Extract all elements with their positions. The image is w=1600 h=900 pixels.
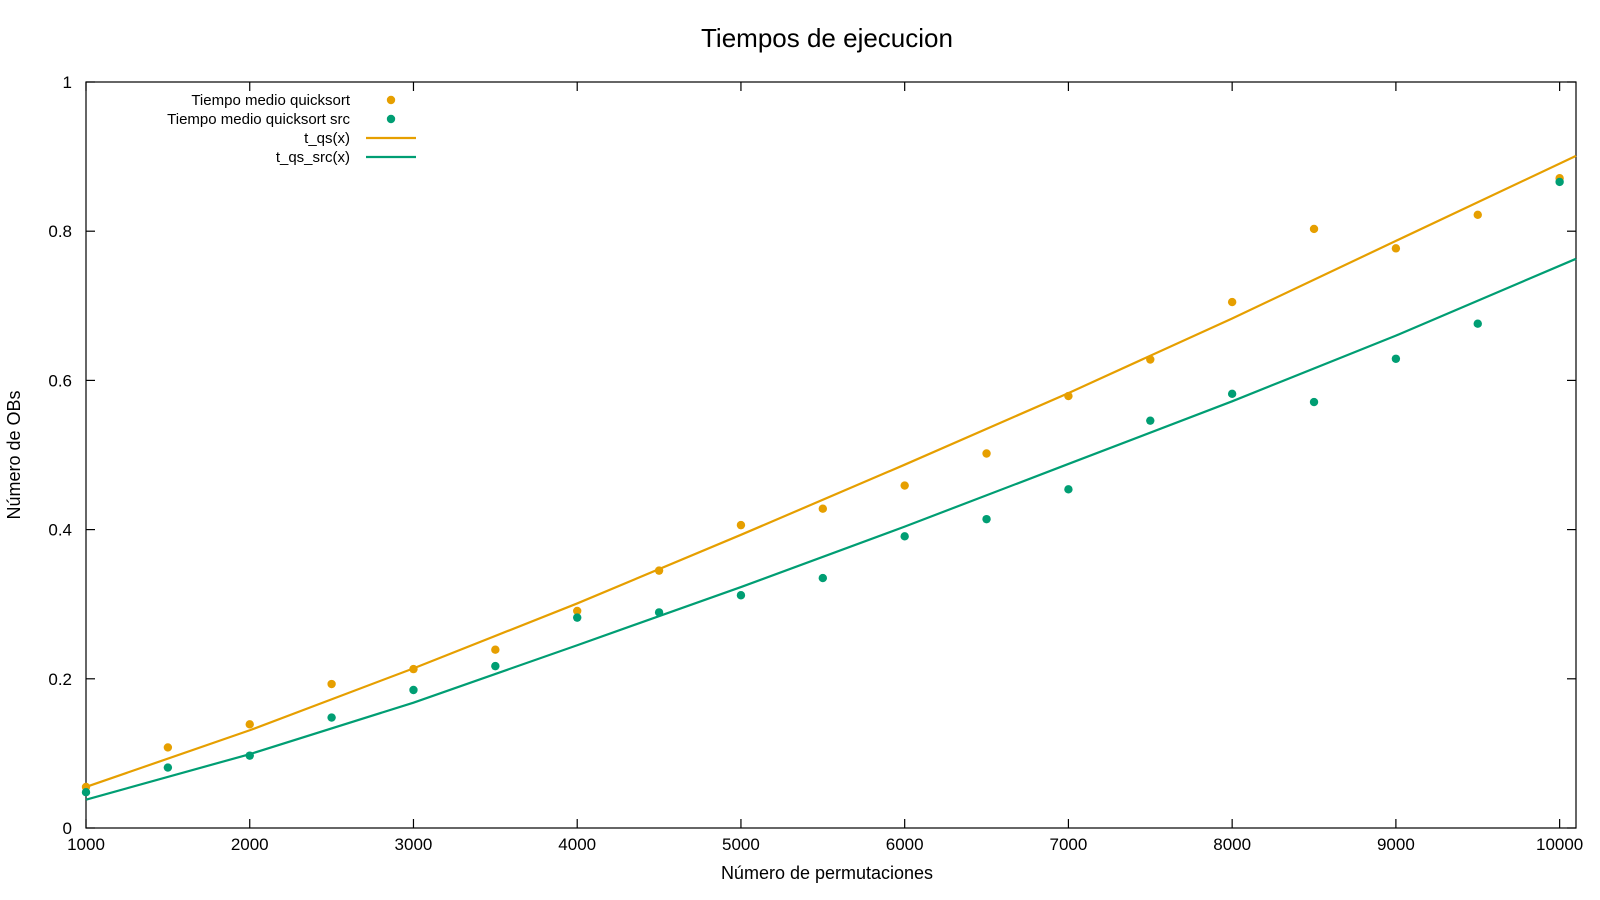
y-tick-label: 0.4 [48, 521, 72, 540]
data-point [1555, 177, 1564, 187]
data-point [163, 763, 173, 772]
data-point [982, 449, 991, 458]
data-point [736, 520, 746, 530]
data-point [736, 591, 746, 600]
data-point [491, 645, 500, 654]
data-point [1391, 244, 1401, 253]
data-point [327, 713, 336, 722]
data-point [900, 481, 909, 490]
y-tick-label: 0.8 [48, 222, 72, 241]
legend-label: Tiempo medio quicksort src [167, 111, 350, 128]
data-point [1064, 485, 1073, 494]
plot-frame [85, 81, 1577, 829]
y-tick-label: 1 [63, 73, 72, 92]
data-point [81, 787, 91, 797]
x-axis-label: Número de permutaciones [721, 863, 933, 883]
data-point [1309, 224, 1319, 234]
series-line [85, 154, 1577, 789]
data-point [818, 573, 828, 583]
x-tick-label: 6000 [886, 835, 924, 854]
data-point [900, 532, 909, 541]
data-point [491, 661, 500, 671]
x-tick-label: 1000 [67, 835, 105, 854]
data-point [1146, 416, 1155, 425]
y-tick-label: 0.2 [48, 670, 72, 689]
data-point [1227, 389, 1237, 399]
legend-point-swatch [386, 95, 396, 105]
legend-item: Tiempo medio quicksort src [167, 111, 396, 128]
x-tick-label: 7000 [1050, 835, 1088, 854]
axes: 1000 2000 3000 4000 5000 6000 7000 8000 9000 1000… [48, 73, 1583, 854]
legend-item: t_qs(x) [304, 130, 416, 147]
y-axis-label: Número de OBs [4, 390, 24, 519]
series-3 [85, 154, 1577, 789]
legend-item: Tiempo medio quicksort [191, 92, 396, 109]
legend-label: t_qs(x) [304, 130, 350, 147]
series-4 [85, 257, 1577, 801]
data-point [1391, 354, 1401, 363]
data-point [818, 504, 828, 513]
data-point [573, 606, 582, 616]
legend-label: t_qs_src(x) [276, 149, 350, 166]
data-point [573, 613, 582, 622]
chart-title: Tiempos de ejecucion [701, 23, 953, 53]
y-tick-label: 0.6 [48, 371, 72, 390]
data-point [1473, 210, 1482, 219]
series-line [85, 257, 1577, 801]
x-tick-label: 9000 [1377, 835, 1415, 854]
data-point [409, 685, 418, 695]
x-tick-label: 5000 [722, 835, 760, 854]
series-2 [81, 177, 1564, 797]
data-point [245, 720, 254, 729]
data-point [1473, 319, 1482, 328]
x-tick-label: 3000 [395, 835, 433, 854]
data-point [1309, 397, 1319, 407]
data-point [982, 514, 991, 524]
x-tick-label: 10000 [1536, 835, 1583, 854]
legend: Tiempo medio quicksort Tiempo medio quick… [167, 92, 416, 166]
x-tick-label: 4000 [558, 835, 596, 854]
legend-label: Tiempo medio quicksort [191, 92, 351, 109]
series-layer [81, 154, 1577, 801]
legend-point-swatch [386, 114, 396, 124]
legend-item: t_qs_src(x) [276, 149, 416, 166]
data-point [1227, 297, 1237, 307]
x-tick-label: 2000 [231, 835, 269, 854]
data-point [163, 743, 173, 752]
data-point [327, 679, 336, 689]
x-tick-label: 8000 [1213, 835, 1251, 854]
y-tick-label: 0 [63, 819, 72, 838]
